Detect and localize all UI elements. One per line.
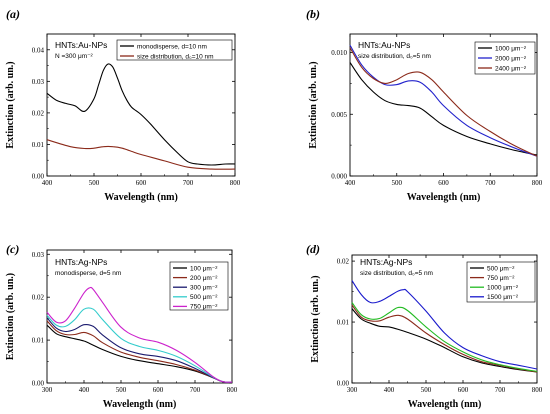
y-tick-label: 0.02 (337, 258, 350, 266)
y-tick-label: 0.03 (32, 78, 45, 86)
legend-label: 1000 μm⁻² (495, 45, 527, 52)
x-tick-label: 800 (227, 386, 238, 394)
x-tick-label: 600 (153, 386, 164, 394)
x-tick-label: 300 (42, 386, 53, 394)
x-tick-label: 400 (42, 179, 53, 187)
panel-label: (c) (6, 242, 19, 256)
series-line (349, 62, 538, 156)
y-tick-label: 0.00 (32, 173, 45, 181)
legend-label: 750 μm⁻² (487, 275, 515, 282)
y-axis-label: Extinction (arb. un.) (308, 61, 319, 148)
panel-b: (b) 400 500 600 700 800 0.000 0.005 0.010 Wavelen… (306, 7, 543, 203)
panel-annotation: HNTs:Au-NPs (358, 40, 410, 50)
panel-c: (c) 300 400 500 600 700 800 0.00 0.01 0.02 0.03 Wav… (5, 242, 238, 410)
y-tick-label: 0.005 (331, 111, 347, 119)
legend-box (466, 261, 536, 303)
x-tick-label: 400 (79, 386, 90, 394)
series-line (46, 307, 233, 383)
panel-label: (b) (306, 7, 320, 21)
legend-box (116, 39, 233, 61)
y-tick-label: 0.02 (32, 109, 45, 117)
y-tick-label: 0.00 (32, 380, 45, 388)
panel-annotation: size distribution, d₀=5 nm (358, 53, 431, 60)
x-tick-label: 700 (183, 179, 194, 187)
panel-annotation: size distribution, d₀=5 nm (360, 270, 433, 277)
x-axis-label: Wavelength (nm) (104, 192, 178, 203)
series-line (46, 63, 236, 166)
x-tick-label: 700 (495, 386, 506, 394)
series-line (351, 304, 538, 373)
panel-annotation: monodisperse, d=5 nm (55, 270, 121, 277)
x-tick-label: 700 (190, 386, 201, 394)
x-tick-label: 500 (89, 179, 100, 187)
legend-box (169, 261, 229, 311)
legend-label: 300 μm⁻² (190, 285, 218, 292)
legend-label: monodisperse, d=10 nm (137, 43, 207, 50)
x-axis-label: Wavelength (nm) (407, 192, 481, 203)
legend-label: 100 μm⁻² (190, 265, 218, 272)
x-tick-label: 500 (116, 386, 127, 394)
y-tick-label: 0.01 (32, 337, 45, 345)
legend-label: 2400 μm⁻² (495, 65, 527, 72)
y-tick-label: 0.01 (32, 141, 45, 149)
panel-annotation: HNTs:Au-NPs (55, 40, 107, 50)
x-tick-label: 500 (421, 386, 432, 394)
series-line (351, 308, 538, 373)
panel-label: (a) (6, 7, 20, 21)
y-axis-label: Extinction (arb. un.) (310, 275, 321, 362)
x-tick-label: 800 (532, 386, 543, 394)
x-tick-label: 600 (458, 386, 469, 394)
x-tick-label: 700 (485, 179, 496, 187)
x-tick-label: 800 (532, 179, 543, 187)
y-tick-label: 0.00 (337, 380, 350, 388)
legend-label: 500 μm⁻² (487, 265, 515, 272)
x-tick-label: 500 (392, 179, 403, 187)
y-axis-label: Extinction (arb. un.) (5, 273, 16, 360)
y-tick-label: 0.02 (32, 294, 45, 302)
x-tick-label: 300 (347, 386, 358, 394)
y-tick-label: 0.01 (337, 319, 350, 327)
y-tick-label: 0.03 (32, 251, 45, 259)
series-line (46, 286, 233, 383)
x-axis-label: Wavelength (nm) (103, 399, 177, 410)
x-tick-label: 400 (345, 179, 356, 187)
panel-annotation: HNTs:Ag-NPs (55, 257, 107, 267)
legend-label: 750 μm⁻² (190, 304, 218, 311)
series-line (349, 44, 538, 157)
legend-label: 1500 μm⁻² (487, 294, 519, 301)
legend-label: 2000 μm⁻² (495, 55, 527, 62)
x-tick-label: 600 (438, 179, 449, 187)
x-tick-label: 800 (230, 179, 241, 187)
series-line (46, 139, 236, 170)
legend-label: size distribution, d₀=10 nm (137, 53, 214, 60)
x-tick-label: 600 (136, 179, 147, 187)
panel-d: (d) 300 400 500 600 700 800 0.00 0.01 0.02 Wavelen… (306, 242, 543, 410)
x-axis-label: Wavelength (nm) (408, 399, 482, 410)
panel-a: (a) 400 500 600 700 800 0.00 0.01 0.02 0.03 0.04 Wa… (5, 7, 241, 203)
series-line (351, 302, 538, 372)
y-tick-label: 0.010 (331, 49, 347, 57)
panel-label: (d) (306, 242, 320, 256)
legend-label: 200 μm⁻² (190, 275, 218, 282)
series-line (351, 280, 538, 370)
panel-annotation: HNTs:Ag-NPs (360, 257, 412, 267)
y-axis-label: Extinction (arb. un.) (5, 61, 16, 148)
series-line (349, 47, 538, 157)
y-tick-label: 0.000 (331, 173, 347, 181)
legend-label: 500 μm⁻² (190, 294, 218, 301)
y-tick-label: 0.04 (32, 46, 45, 54)
panel-annotation: N =300 μm⁻² (55, 53, 94, 60)
series-line (46, 317, 233, 383)
x-tick-label: 400 (384, 386, 395, 394)
legend-label: 1000 μm⁻² (487, 285, 519, 292)
